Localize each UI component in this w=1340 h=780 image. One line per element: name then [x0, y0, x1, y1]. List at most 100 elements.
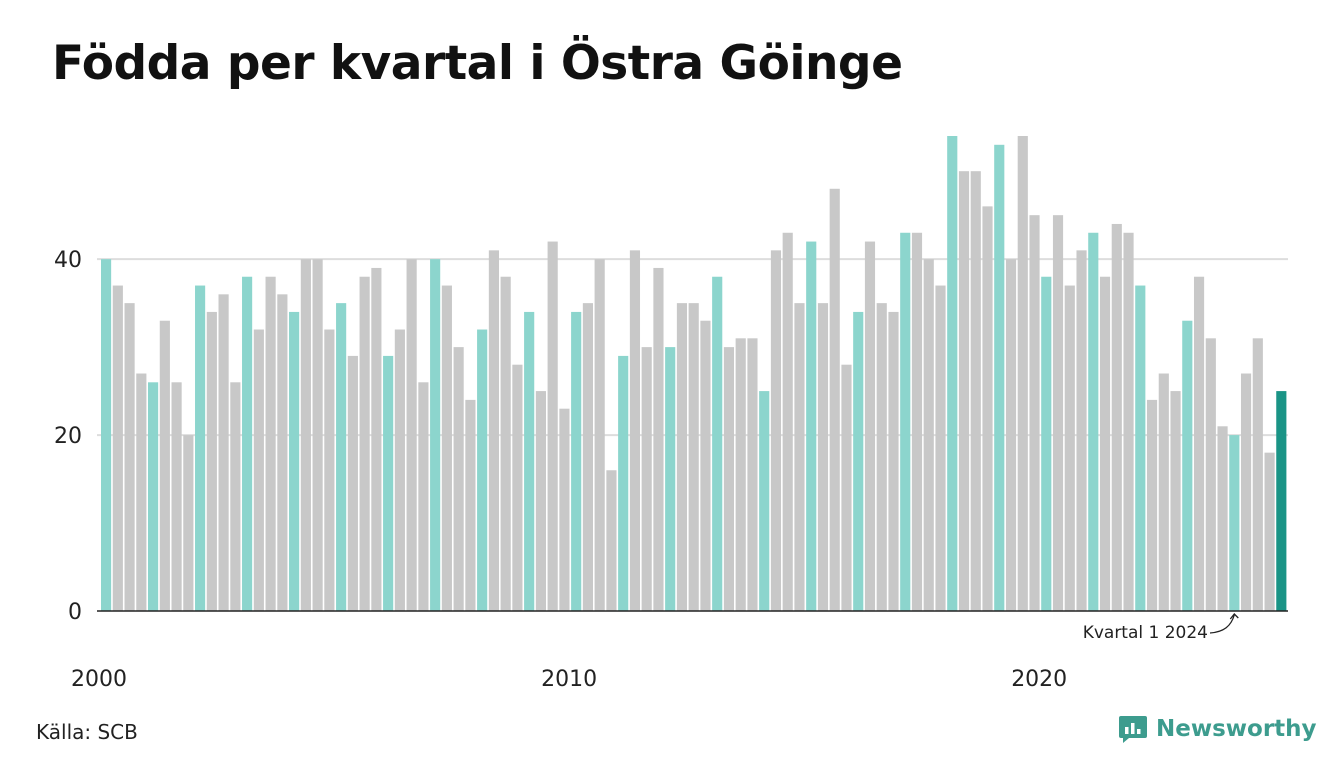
bar — [1205, 338, 1216, 611]
bar — [935, 285, 946, 611]
bar — [782, 232, 793, 611]
bar — [712, 276, 723, 611]
x-tick-label: 2000 — [71, 667, 127, 692]
bar — [817, 303, 829, 611]
bar — [735, 338, 746, 611]
bar — [183, 435, 194, 611]
bar — [641, 347, 652, 611]
y-tick-label: 20 — [54, 424, 82, 449]
bar — [300, 259, 311, 611]
bar — [1135, 285, 1146, 611]
source-note: Källa: SCB — [36, 720, 138, 744]
bar — [1158, 373, 1169, 611]
bar — [289, 311, 300, 611]
bar — [947, 136, 958, 611]
bar — [159, 320, 170, 611]
x-axis-ticks: 2000 2010 2020 — [71, 667, 1067, 692]
bar — [1111, 223, 1122, 611]
bar — [453, 347, 464, 611]
bar — [1229, 435, 1240, 611]
bar — [606, 470, 617, 611]
bar — [723, 347, 735, 611]
bar — [1182, 320, 1193, 611]
bar — [1217, 426, 1228, 611]
bar — [265, 276, 276, 611]
bar — [888, 311, 899, 611]
x-tick-label: 2020 — [1011, 667, 1067, 692]
bar — [1252, 338, 1263, 611]
bar — [441, 285, 452, 611]
bar — [324, 329, 335, 611]
bar — [900, 232, 911, 611]
bar — [488, 250, 499, 611]
bar — [1146, 399, 1158, 611]
bar — [465, 399, 476, 611]
bar — [1064, 285, 1075, 611]
bar — [876, 303, 887, 611]
bar — [582, 303, 593, 611]
bar — [665, 347, 676, 611]
bar — [841, 364, 852, 611]
bar — [124, 303, 135, 611]
bar — [1240, 373, 1252, 611]
bar — [1041, 276, 1052, 611]
bar — [923, 259, 934, 611]
annotation-label: Kvartal 1 2024 — [1083, 623, 1208, 643]
bar — [1276, 391, 1287, 611]
bar — [994, 144, 1005, 612]
bar — [312, 259, 323, 611]
bar — [1088, 232, 1099, 611]
bar — [958, 171, 970, 611]
bar — [806, 241, 817, 611]
bar — [700, 320, 711, 611]
bar — [747, 338, 758, 611]
bar — [347, 355, 358, 611]
y-tick-label: 40 — [54, 248, 82, 273]
bar — [406, 259, 417, 611]
bar — [571, 311, 582, 611]
bar — [864, 241, 876, 611]
bar — [535, 391, 546, 611]
bar — [982, 206, 993, 611]
bar — [242, 276, 253, 611]
bar — [759, 391, 770, 611]
bar — [512, 364, 523, 611]
x-tick-label: 2010 — [541, 667, 597, 692]
y-axis-ticks: 0 20 40 — [54, 248, 82, 625]
bar — [1193, 276, 1205, 611]
brand-logo: Newsworthy — [1118, 714, 1317, 744]
bar — [653, 267, 664, 611]
brand-name: Newsworthy — [1156, 716, 1317, 742]
bar — [112, 285, 123, 611]
bar — [500, 276, 511, 611]
bar — [1029, 215, 1040, 612]
bar — [559, 408, 570, 611]
bar — [1099, 276, 1111, 611]
bar — [970, 171, 981, 611]
bar — [1052, 215, 1064, 612]
bar — [171, 382, 182, 611]
bar — [770, 250, 782, 611]
bar-chart: 0 20 40 2000 2010 2020 Kvartal 1 2024 — [54, 136, 1288, 692]
bar — [688, 303, 699, 611]
bar — [1123, 232, 1134, 611]
bar — [477, 329, 488, 611]
bar — [383, 355, 394, 611]
bar — [1017, 136, 1028, 611]
bar — [1005, 259, 1017, 611]
bars — [101, 136, 1287, 612]
latest-annotation: Kvartal 1 2024 — [1083, 613, 1239, 643]
bar — [629, 250, 641, 611]
bar — [394, 329, 405, 611]
bar — [430, 259, 441, 611]
bar — [336, 303, 347, 611]
bar — [136, 373, 147, 611]
bar — [206, 311, 217, 611]
bar — [794, 303, 805, 611]
bar — [195, 285, 206, 611]
chart-title: Födda per kvartal i Östra Göinge — [52, 36, 903, 91]
bar — [101, 259, 112, 611]
annotation-arrow — [1209, 613, 1239, 634]
newsworthy-logo-icon — [1119, 716, 1147, 743]
bar — [1170, 391, 1181, 611]
